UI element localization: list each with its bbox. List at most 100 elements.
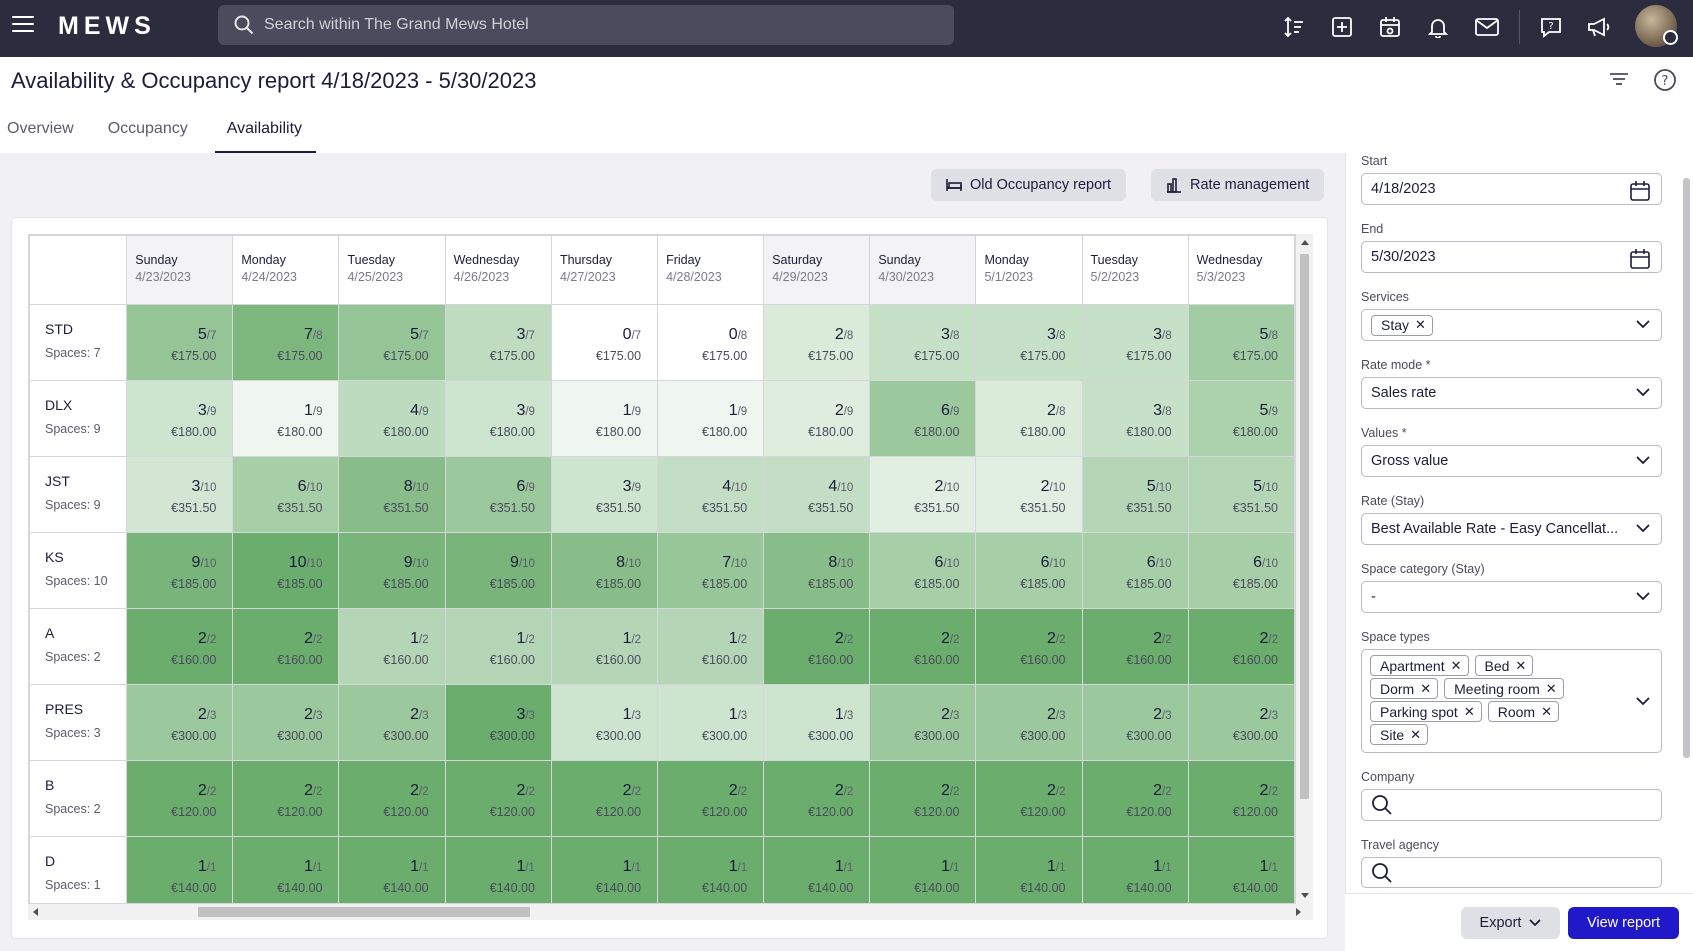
availability-cell[interactable]: 2/2 €160.00 xyxy=(232,608,340,685)
help-icon[interactable]: ? xyxy=(1653,68,1677,97)
availability-cell[interactable]: 4/9 €180.00 xyxy=(338,380,446,457)
availability-cell[interactable]: 2/8 €175.00 xyxy=(763,304,871,381)
availability-cell[interactable]: 2/2 €160.00 xyxy=(763,608,871,685)
sort-icon[interactable] xyxy=(1280,13,1308,41)
availability-cell[interactable]: 10/10 €185.00 xyxy=(232,532,340,609)
availability-cell[interactable]: 1/1 €140.00 xyxy=(338,836,446,903)
availability-cell[interactable]: 1/1 €140.00 xyxy=(657,836,765,903)
availability-cell[interactable]: 6/10 €185.00 xyxy=(1081,532,1189,609)
megaphone-icon[interactable] xyxy=(1585,13,1613,41)
calendar-icon[interactable] xyxy=(1376,13,1404,41)
availability-cell[interactable]: 2/3 €300.00 xyxy=(232,684,340,761)
availability-cell[interactable]: 3/8 €175.00 xyxy=(1081,304,1189,381)
availability-cell[interactable]: 6/9 €180.00 xyxy=(869,380,977,457)
chip-stay[interactable]: Stay ✕ xyxy=(1371,314,1433,336)
availability-cell[interactable]: 2/3 €300.00 xyxy=(975,684,1083,761)
availability-cell[interactable]: 1/1 €140.00 xyxy=(550,836,659,903)
availability-cell[interactable]: 2/9 €180.00 xyxy=(763,380,871,457)
availability-cell[interactable]: 3/10 €351.50 xyxy=(126,456,234,533)
remove-icon[interactable]: ✕ xyxy=(1463,703,1475,719)
availability-cell[interactable]: 2/3 €300.00 xyxy=(869,684,977,761)
availability-cell[interactable]: 2/2 €120.00 xyxy=(763,760,871,837)
menu-icon[interactable] xyxy=(12,16,34,34)
values-select[interactable]: Gross value xyxy=(1361,445,1662,477)
availability-cell[interactable]: 3/3 €300.00 xyxy=(444,684,552,761)
availability-cell[interactable]: 2/3 €300.00 xyxy=(126,684,234,761)
availability-cell[interactable]: 1/1 €140.00 xyxy=(975,836,1083,903)
availability-cell[interactable]: 1/1 €140.00 xyxy=(232,836,340,903)
availability-cell[interactable]: 4/10 €351.50 xyxy=(763,456,871,533)
rate-select[interactable]: Best Available Rate - Easy Cancellat... xyxy=(1361,513,1662,545)
add-icon[interactable] xyxy=(1328,13,1356,41)
availability-cell[interactable]: 1/1 €140.00 xyxy=(763,836,871,903)
availability-cell[interactable]: 2/2 €120.00 xyxy=(126,760,234,837)
export-button[interactable]: Export xyxy=(1461,907,1560,939)
filter-icon[interactable] xyxy=(1608,70,1630,93)
availability-cell[interactable]: 7/10 €185.00 xyxy=(657,532,765,609)
availability-cell[interactable]: 3/8 €180.00 xyxy=(1081,380,1189,457)
availability-cell[interactable]: 2/2 €120.00 xyxy=(550,760,659,837)
old-occupancy-report-button[interactable]: Old Occupancy report xyxy=(931,169,1127,201)
availability-cell[interactable]: 2/2 €120.00 xyxy=(657,760,765,837)
availability-cell[interactable]: 3/9 €180.00 xyxy=(126,380,234,457)
availability-cell[interactable]: 1/3 €300.00 xyxy=(763,684,871,761)
availability-cell[interactable]: 2/3 €300.00 xyxy=(1081,684,1189,761)
availability-cell[interactable]: 1/2 €160.00 xyxy=(550,608,659,685)
remove-icon[interactable]: ✕ xyxy=(1515,657,1527,673)
horizontal-scrollbar[interactable] xyxy=(28,904,1313,920)
tab-availability[interactable]: Availability xyxy=(214,113,317,153)
availability-cell[interactable]: 2/2 €120.00 xyxy=(444,760,552,837)
availability-cell[interactable]: 3/9 €180.00 xyxy=(444,380,552,457)
view-report-button[interactable]: View report xyxy=(1568,907,1679,939)
services-select[interactable]: Stay ✕ xyxy=(1361,309,1662,341)
availability-cell[interactable]: 6/10 €185.00 xyxy=(975,532,1083,609)
availability-cell[interactable]: 2/2 €160.00 xyxy=(975,608,1083,685)
availability-cell[interactable]: 2/2 €160.00 xyxy=(1187,608,1295,685)
chip-parking-spot[interactable]: Parking spot ✕ xyxy=(1370,701,1482,722)
availability-cell[interactable]: 6/9 €351.50 xyxy=(444,456,552,533)
availability-cell[interactable]: 5/7 €175.00 xyxy=(126,304,234,381)
availability-cell[interactable]: 3/9 €351.50 xyxy=(550,456,659,533)
availability-cell[interactable]: 2/2 €120.00 xyxy=(232,760,340,837)
help-chat-icon[interactable]: ? xyxy=(1537,13,1565,41)
availability-cell[interactable]: 1/1 €140.00 xyxy=(444,836,552,903)
availability-cell[interactable]: 2/2 €120.00 xyxy=(1187,760,1295,837)
availability-cell[interactable]: 2/2 €160.00 xyxy=(869,608,977,685)
availability-cell[interactable]: 8/10 €185.00 xyxy=(763,532,871,609)
remove-icon[interactable]: ✕ xyxy=(1541,703,1552,719)
remove-icon[interactable]: ✕ xyxy=(1415,317,1426,332)
panel-scrollbar[interactable] xyxy=(1683,158,1691,883)
calendar-icon[interactable] xyxy=(1629,180,1651,202)
availability-cell[interactable]: 1/1 €140.00 xyxy=(126,836,234,903)
rate-mode-select[interactable]: Sales rate xyxy=(1361,377,1662,409)
rate-management-button[interactable]: Rate management xyxy=(1151,169,1325,201)
bell-icon[interactable] xyxy=(1424,13,1452,41)
availability-cell[interactable]: 2/2 €160.00 xyxy=(1081,608,1189,685)
availability-cell[interactable]: 1/2 €160.00 xyxy=(444,608,552,685)
space-category-select[interactable]: - xyxy=(1361,581,1662,613)
availability-cell[interactable]: 7/8 €175.00 xyxy=(232,304,340,381)
availability-cell[interactable]: 1/1 €140.00 xyxy=(1187,836,1295,903)
chip-meeting-room[interactable]: Meeting room ✕ xyxy=(1444,678,1564,699)
availability-cell[interactable]: 1/9 €180.00 xyxy=(657,380,765,457)
availability-cell[interactable]: 5/10 €351.50 xyxy=(1081,456,1189,533)
availability-cell[interactable]: 6/10 €185.00 xyxy=(1187,532,1295,609)
availability-cell[interactable]: 1/2 €160.00 xyxy=(338,608,446,685)
chip-room[interactable]: Room ✕ xyxy=(1487,701,1559,722)
remove-icon[interactable]: ✕ xyxy=(1545,680,1557,696)
availability-cell[interactable]: 3/7 €175.00 xyxy=(444,304,552,381)
availability-cell[interactable]: 1/9 €180.00 xyxy=(232,380,340,457)
availability-cell[interactable]: 6/10 €351.50 xyxy=(232,456,340,533)
availability-cell[interactable]: 1/1 €140.00 xyxy=(1081,836,1189,903)
vertical-scrollbar[interactable] xyxy=(1296,234,1313,904)
availability-cell[interactable]: 9/10 €185.00 xyxy=(444,532,552,609)
availability-cell[interactable]: 2/10 €351.50 xyxy=(975,456,1083,533)
space-types-select[interactable]: Apartment ✕ Bed ✕ Dorm ✕ Meeting room ✕ Parkin… xyxy=(1361,649,1662,753)
availability-cell[interactable]: 1/2 €160.00 xyxy=(657,608,765,685)
global-search[interactable] xyxy=(218,5,954,45)
tab-overview[interactable]: Overview xyxy=(7,120,74,137)
tab-occupancy[interactable]: Occupancy xyxy=(107,120,188,137)
availability-cell[interactable]: 0/8 €175.00 xyxy=(657,304,765,381)
remove-icon[interactable]: ✕ xyxy=(1420,680,1432,696)
availability-cell[interactable]: 1/3 €300.00 xyxy=(657,684,765,761)
